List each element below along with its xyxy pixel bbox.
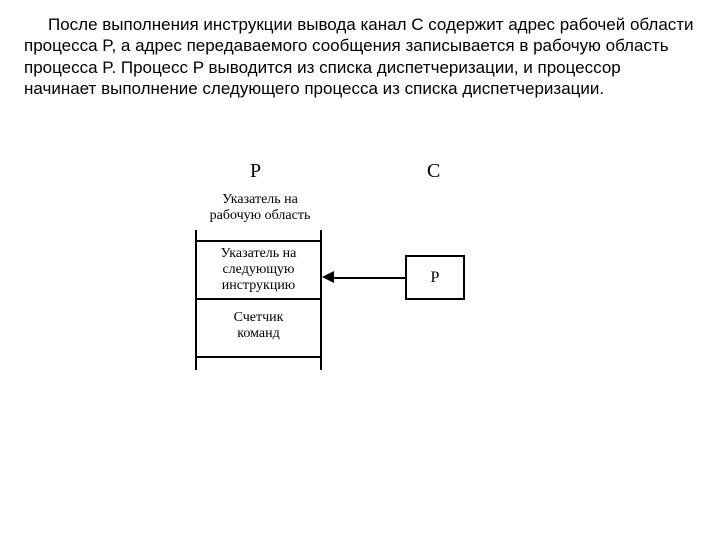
stack-cell-instruction-pointer: Указатель на следующую инструкцию xyxy=(195,246,322,294)
process-diagram: P C Указатель на рабочую область Указате… xyxy=(0,160,720,520)
body-paragraph: После выполнения инструкции вывода канал… xyxy=(24,14,696,99)
arrow-head-icon xyxy=(322,271,334,283)
arrow-shaft xyxy=(334,277,405,279)
stack-divider-top xyxy=(195,240,322,242)
column-label-p: P xyxy=(250,160,261,183)
channel-box-label: P xyxy=(431,269,440,287)
subtitle-workarea-pointer: Указатель на рабочую область xyxy=(200,192,320,224)
stack-divider-mid xyxy=(195,298,322,300)
channel-box: P xyxy=(405,255,465,300)
stack-divider-bottom xyxy=(195,356,322,358)
column-label-c: C xyxy=(427,160,440,183)
stack-cell-command-counter: Счетчик команд xyxy=(195,310,322,342)
